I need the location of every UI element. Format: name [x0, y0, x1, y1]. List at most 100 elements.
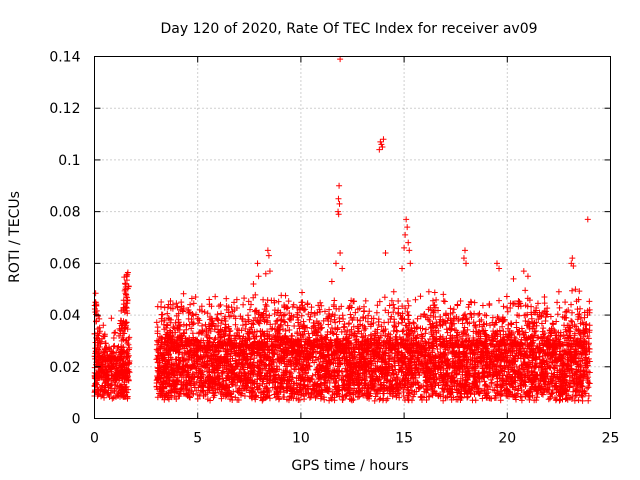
data-point — [358, 330, 365, 337]
data-point — [489, 314, 496, 321]
data-point — [484, 383, 491, 390]
data-point — [410, 393, 417, 400]
data-point — [518, 397, 525, 404]
data-point — [404, 298, 411, 305]
data-point — [533, 397, 540, 404]
data-point — [330, 376, 337, 383]
data-point — [228, 379, 235, 386]
data-point — [289, 354, 296, 361]
data-point — [317, 299, 324, 306]
data-point — [398, 368, 405, 375]
grid — [94, 56, 611, 419]
data-point — [399, 303, 406, 310]
data-point — [188, 357, 195, 364]
data-point — [573, 380, 580, 387]
data-point — [469, 397, 476, 404]
data-point — [218, 320, 225, 327]
data-point — [554, 369, 561, 376]
data-point — [161, 317, 168, 324]
data-point — [111, 381, 118, 388]
data-point — [348, 396, 355, 403]
data-point — [398, 349, 405, 356]
data-point — [471, 358, 478, 365]
data-point — [216, 339, 223, 346]
data-point — [197, 329, 204, 336]
data-point — [237, 378, 244, 385]
data-point — [125, 335, 132, 342]
data-point — [180, 290, 187, 297]
data-point — [263, 303, 270, 310]
data-point — [185, 389, 192, 396]
data-point — [311, 310, 318, 317]
data-point — [556, 304, 563, 311]
data-point — [119, 321, 126, 328]
data-point — [499, 323, 506, 330]
data-point — [551, 365, 558, 372]
data-point — [446, 385, 453, 392]
data-point — [234, 379, 241, 386]
data-point — [224, 368, 231, 375]
data-point — [450, 306, 457, 313]
data-point — [241, 392, 248, 399]
data-point — [475, 311, 482, 318]
data-point — [227, 367, 234, 374]
data-point — [123, 291, 130, 298]
data-point — [414, 379, 421, 386]
data-point — [120, 393, 127, 400]
data-point — [507, 374, 514, 381]
data-point — [400, 336, 407, 343]
data-point — [282, 327, 289, 334]
data-point — [405, 326, 412, 333]
data-point — [405, 396, 412, 403]
data-point — [576, 311, 583, 318]
data-point — [167, 382, 174, 389]
data-point — [472, 354, 479, 361]
data-point — [123, 272, 130, 279]
data-point — [352, 309, 359, 316]
data-point — [500, 328, 507, 335]
data-point — [406, 320, 413, 327]
data-point — [187, 301, 194, 308]
data-point — [107, 389, 114, 396]
data-point — [238, 390, 245, 397]
data-point — [540, 325, 547, 332]
data-point — [571, 374, 578, 381]
data-point — [537, 375, 544, 382]
data-point — [511, 334, 518, 341]
data-point — [217, 301, 224, 308]
data-point — [244, 353, 251, 360]
data-point — [356, 381, 363, 388]
data-point — [385, 309, 392, 316]
data-point — [585, 355, 592, 362]
data-point — [586, 306, 593, 313]
data-point — [119, 375, 126, 382]
data-point — [559, 367, 566, 374]
data-point — [92, 290, 99, 297]
data-point — [514, 371, 521, 378]
data-point — [102, 372, 109, 379]
data-point — [201, 360, 208, 367]
data-point — [330, 330, 337, 337]
data-point — [391, 305, 398, 312]
data-point — [313, 366, 320, 373]
data-point — [346, 328, 353, 335]
data-point — [575, 397, 582, 404]
data-point — [101, 350, 108, 357]
data-point — [457, 360, 464, 367]
data-point — [434, 307, 441, 314]
data-point — [164, 310, 171, 317]
data-point — [485, 389, 492, 396]
data-point — [547, 393, 554, 400]
data-point — [92, 345, 99, 352]
data-point — [124, 350, 131, 357]
data-point — [362, 382, 369, 389]
data-point — [585, 397, 592, 404]
data-point — [320, 349, 327, 356]
data-point — [95, 359, 102, 366]
data-point — [259, 397, 266, 404]
data-point — [188, 325, 195, 332]
data-point — [101, 384, 108, 391]
data-point — [204, 310, 211, 317]
data-point — [155, 349, 162, 356]
data-point — [153, 319, 160, 326]
